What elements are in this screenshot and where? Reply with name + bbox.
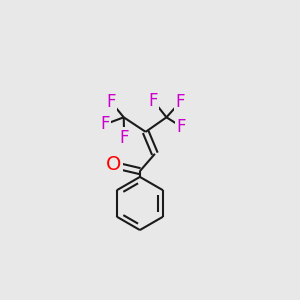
Text: F: F [100, 115, 110, 133]
Text: F: F [176, 93, 185, 111]
Text: F: F [106, 93, 116, 111]
Text: F: F [177, 118, 186, 136]
Text: F: F [148, 92, 158, 110]
Text: F: F [119, 129, 129, 147]
Text: O: O [106, 155, 121, 174]
